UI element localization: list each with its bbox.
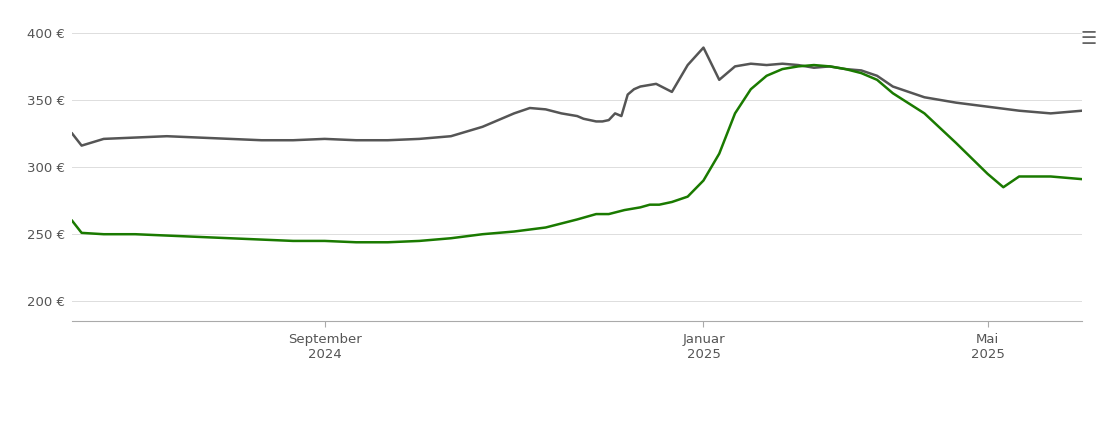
Text: ☰: ☰ [1080, 30, 1097, 48]
